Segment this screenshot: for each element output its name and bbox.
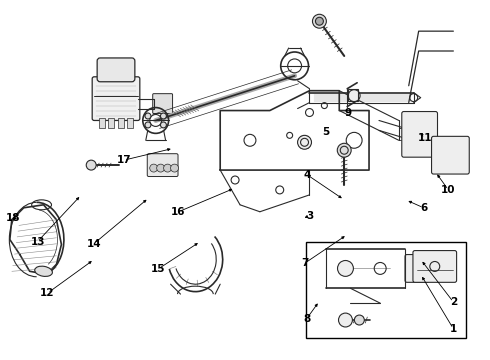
FancyBboxPatch shape — [405, 255, 429, 282]
Circle shape — [316, 17, 323, 25]
Circle shape — [339, 313, 352, 327]
Text: 18: 18 — [5, 213, 20, 223]
Bar — [118, 118, 124, 129]
Circle shape — [160, 122, 167, 128]
FancyBboxPatch shape — [153, 94, 172, 113]
Circle shape — [338, 261, 353, 276]
Text: 7: 7 — [301, 258, 308, 268]
Text: 1: 1 — [450, 324, 457, 334]
Text: 15: 15 — [150, 264, 165, 274]
Text: 2: 2 — [450, 297, 457, 307]
Text: 10: 10 — [441, 185, 456, 195]
Ellipse shape — [35, 266, 52, 276]
Text: 14: 14 — [87, 239, 101, 248]
Bar — [348, 89, 358, 100]
Text: 13: 13 — [30, 237, 45, 247]
Bar — [127, 118, 133, 129]
Bar — [306, 242, 466, 338]
FancyBboxPatch shape — [432, 136, 469, 174]
Bar — [99, 118, 105, 129]
Text: 9: 9 — [344, 108, 352, 117]
Circle shape — [297, 135, 312, 149]
Text: 6: 6 — [420, 203, 427, 213]
Text: 4: 4 — [304, 170, 311, 180]
Text: 17: 17 — [117, 155, 131, 165]
Circle shape — [164, 164, 171, 172]
FancyBboxPatch shape — [97, 58, 135, 82]
Circle shape — [150, 164, 158, 172]
Circle shape — [337, 143, 351, 157]
FancyBboxPatch shape — [92, 77, 140, 121]
Circle shape — [171, 164, 178, 172]
FancyBboxPatch shape — [413, 251, 457, 282]
Text: 12: 12 — [40, 288, 55, 298]
Bar — [108, 118, 114, 129]
Circle shape — [145, 122, 151, 128]
Text: 5: 5 — [322, 127, 329, 138]
Text: 11: 11 — [417, 133, 432, 143]
FancyBboxPatch shape — [402, 112, 438, 157]
Text: 16: 16 — [172, 207, 186, 217]
Text: 3: 3 — [306, 211, 313, 221]
Circle shape — [145, 113, 151, 119]
Circle shape — [157, 164, 165, 172]
Circle shape — [354, 315, 365, 325]
Circle shape — [313, 14, 326, 28]
Circle shape — [160, 113, 167, 119]
Circle shape — [86, 160, 96, 170]
FancyBboxPatch shape — [147, 154, 178, 176]
Text: 8: 8 — [303, 314, 310, 324]
